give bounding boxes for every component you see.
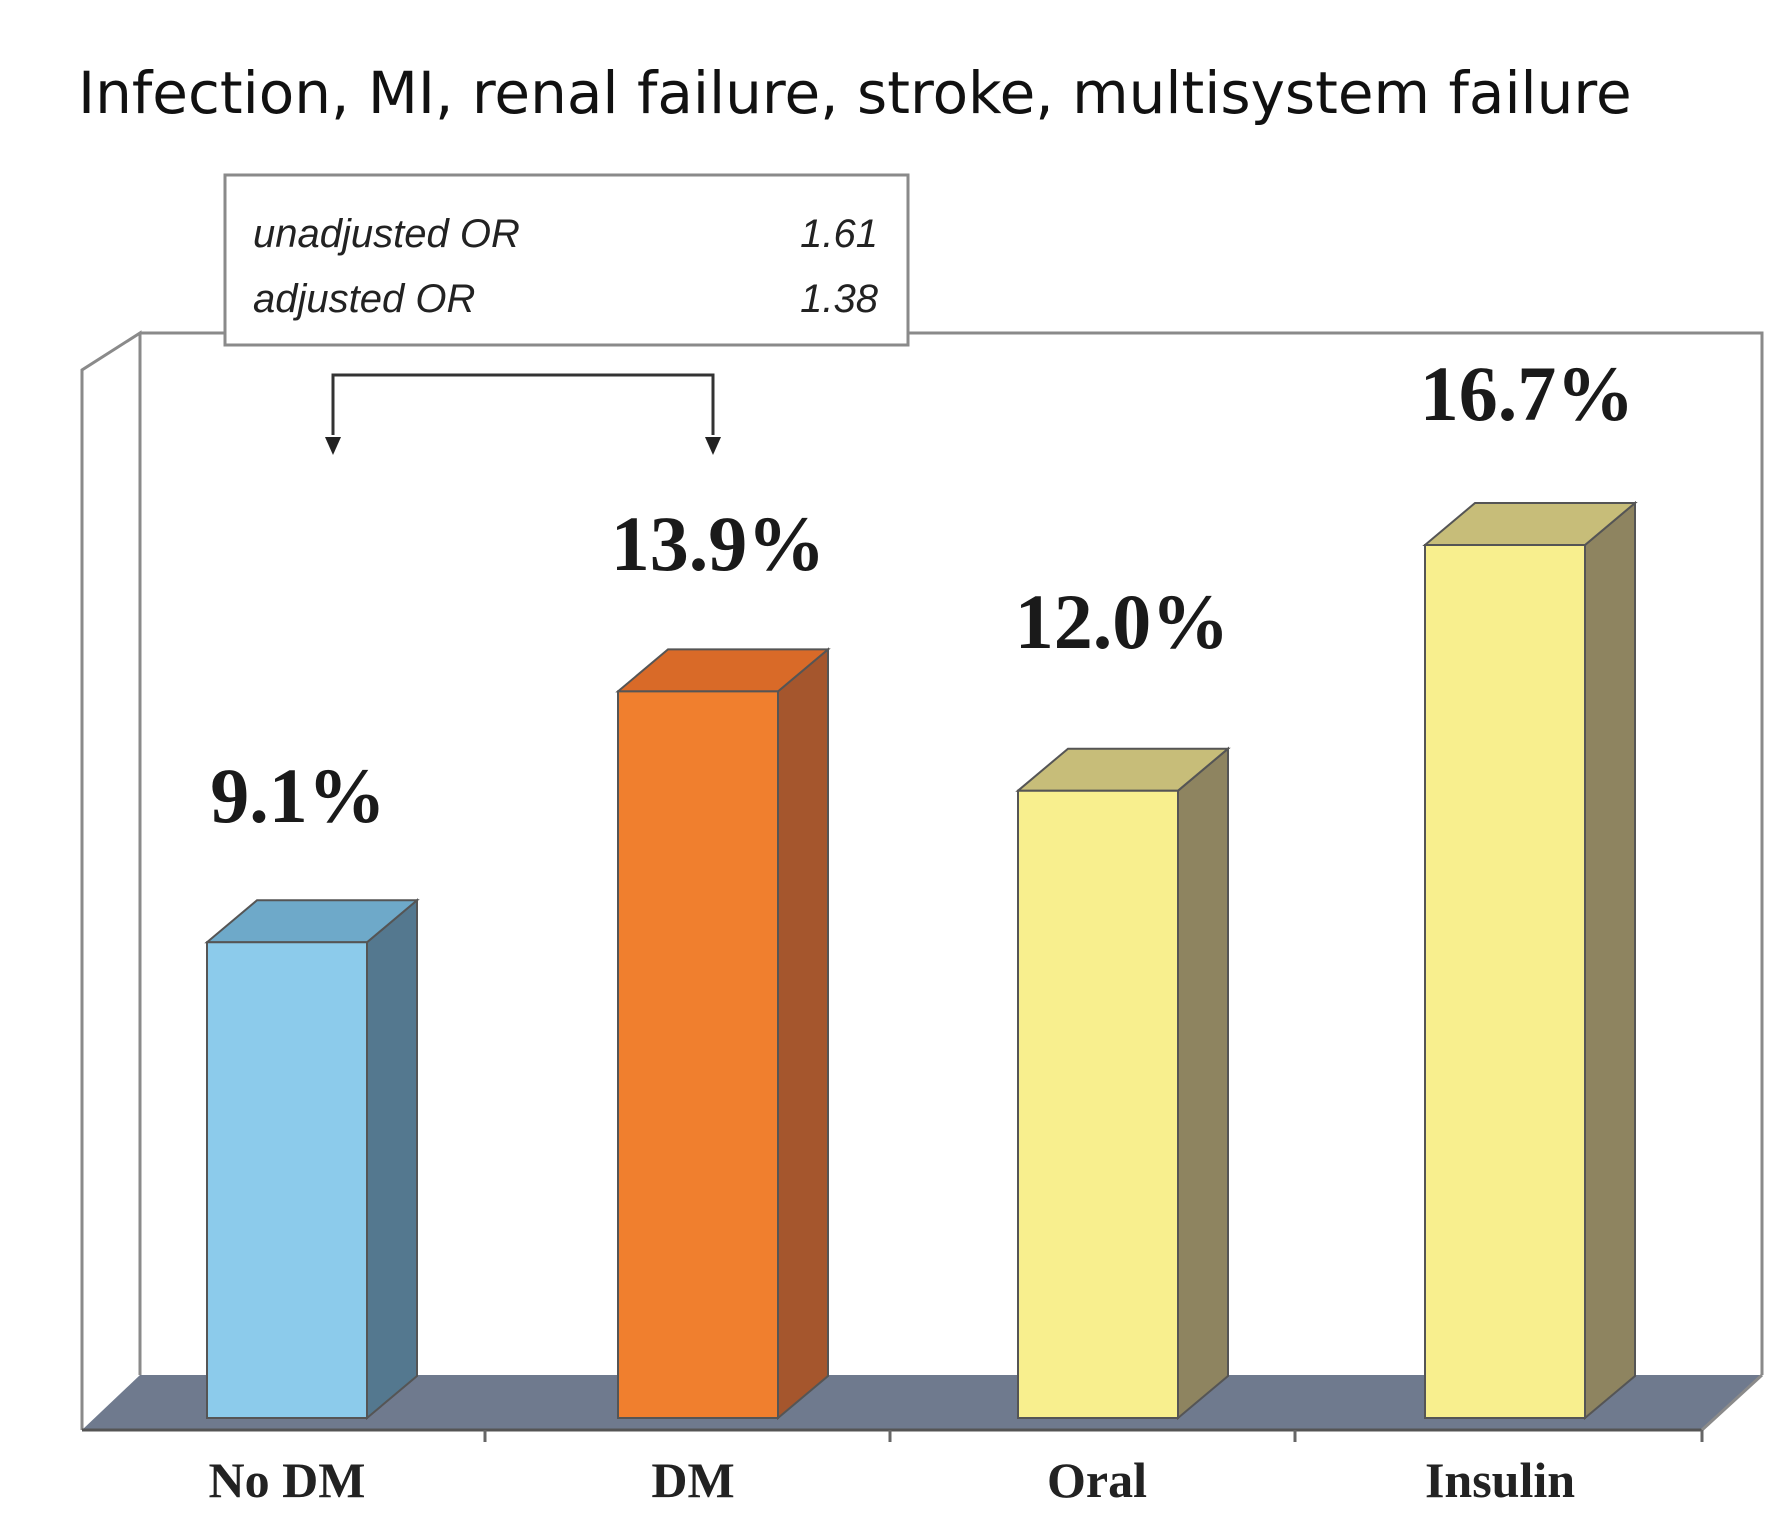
- unadjusted-or-label: unadjusted OR: [253, 212, 520, 256]
- bar-oral-front: [1017, 789, 1179, 1419]
- category-label-insulin: Insulin: [1425, 1452, 1575, 1508]
- bracket-arrow-right: [705, 437, 721, 455]
- category-label-dm: DM: [651, 1452, 734, 1508]
- bar-oral: [1015, 746, 1231, 1421]
- value-label-insulin: 16.7%: [1420, 350, 1635, 437]
- bar-dm: [615, 647, 831, 1421]
- bar-insulin-side: [1584, 500, 1636, 1421]
- adjusted-or-value: 1.38: [800, 277, 879, 321]
- value-label-oral: 12.0%: [1015, 578, 1230, 665]
- bar-no-dm: [204, 898, 420, 1421]
- bar-dm-front: [617, 690, 779, 1419]
- comparison-bracket: [331, 373, 715, 435]
- bar-no-dm-side: [366, 898, 418, 1421]
- category-label-no-dm: No DM: [209, 1452, 366, 1508]
- bracket-arrow-left: [325, 437, 341, 455]
- bar-insulin-front: [1424, 544, 1586, 1419]
- odds-ratio-annotation: unadjusted OR 1.61 adjusted OR 1.38: [223, 173, 910, 455]
- bar-insulin: [1422, 500, 1638, 1421]
- bar-oral-side: [1177, 746, 1229, 1421]
- bars-layer: [204, 500, 1638, 1421]
- unadjusted-or-value: 1.61: [800, 212, 878, 256]
- odds-ratio-box: [223, 173, 910, 347]
- bar-no-dm-front: [206, 941, 368, 1419]
- bar-dm-side: [777, 647, 829, 1421]
- category-label-oral: Oral: [1047, 1452, 1147, 1508]
- value-label-dm: 13.9%: [611, 500, 826, 587]
- adjusted-or-label: adjusted OR: [253, 277, 475, 321]
- chart-floor: [82, 1375, 1762, 1430]
- chart-title: Infection, MI, renal failure, stroke, mu…: [78, 59, 1632, 127]
- value-label-no-dm: 9.1%: [210, 752, 386, 839]
